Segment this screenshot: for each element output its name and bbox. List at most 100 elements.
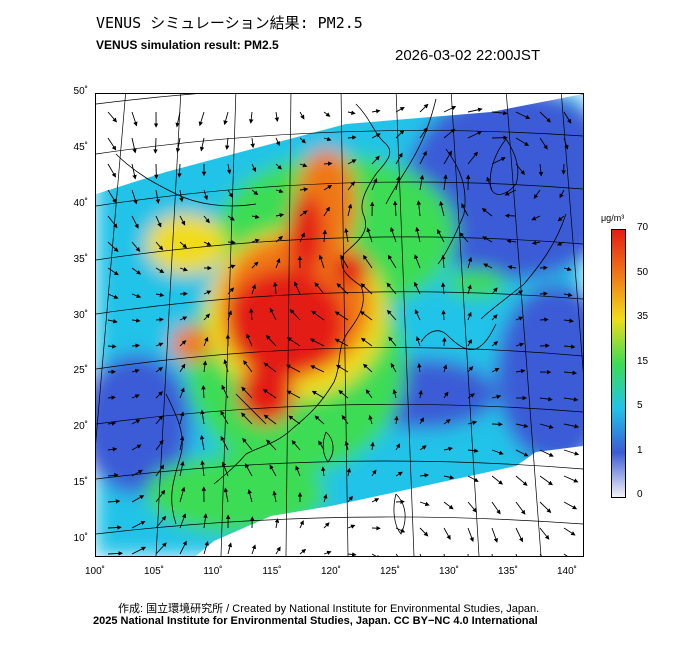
wind-arrow xyxy=(299,520,304,529)
lon-tick-label: 130˚ xyxy=(438,566,459,577)
wind-arrow xyxy=(203,540,209,555)
wind-arrow xyxy=(414,281,421,295)
wind-arrow xyxy=(491,553,493,556)
wind-arrow xyxy=(347,552,357,556)
pm25-map xyxy=(95,93,584,557)
wind-arrow xyxy=(323,136,332,142)
wind-arrow xyxy=(563,370,577,376)
wind-arrow xyxy=(365,389,373,399)
wind-arrow xyxy=(314,415,325,425)
wind-arrow xyxy=(251,261,259,269)
wind-arrow xyxy=(360,337,373,347)
wind-arrow xyxy=(531,240,541,245)
wind-arrow xyxy=(467,475,479,482)
wind-arrow xyxy=(334,338,349,347)
wind-arrow xyxy=(155,241,164,251)
wind-arrow xyxy=(344,228,349,243)
wind-arrow xyxy=(338,390,349,399)
wind-arrow xyxy=(395,175,401,191)
wind-arrow xyxy=(203,189,208,201)
wind-arrow xyxy=(467,256,473,269)
wind-arrow xyxy=(269,464,277,477)
wind-arrow xyxy=(539,317,549,322)
wind-arrow xyxy=(504,189,517,196)
wind-arrow xyxy=(443,174,448,191)
wind-arrow xyxy=(563,344,576,349)
wind-arrow xyxy=(107,293,119,299)
wind-arrow xyxy=(371,553,381,556)
wind-arrow xyxy=(515,163,525,175)
wind-arrow xyxy=(418,389,423,399)
wind-arrow xyxy=(246,333,253,347)
wind-arrow xyxy=(443,128,456,139)
wind-arrow xyxy=(491,394,502,399)
wind-arrow xyxy=(131,495,145,503)
wind-arrow xyxy=(359,310,373,321)
wind-arrow xyxy=(107,189,117,204)
wind-arrow xyxy=(227,189,233,198)
wind-arrow xyxy=(221,384,229,399)
colorbar-tick-label: 5 xyxy=(637,400,643,411)
wind-arrow xyxy=(347,495,353,503)
lon-tick-label: 135˚ xyxy=(497,566,518,577)
wind-arrow xyxy=(179,267,188,272)
wind-arrow xyxy=(131,444,142,451)
wind-arrow xyxy=(563,553,568,556)
wind-arrow xyxy=(275,235,283,243)
wind-arrow xyxy=(155,391,163,399)
wind-arrow xyxy=(443,391,449,399)
lon-tick-label: 105˚ xyxy=(143,566,164,577)
wind-arrow xyxy=(439,200,445,217)
wind-arrow xyxy=(289,309,301,321)
wind-arrow xyxy=(491,368,500,373)
wind-arrow xyxy=(179,363,186,373)
wind-arrow xyxy=(419,174,425,191)
wind-arrow xyxy=(291,440,301,451)
wind-arrow xyxy=(263,362,277,373)
wind-arrow xyxy=(131,520,146,529)
wind-arrow xyxy=(275,163,282,170)
wind-arrow xyxy=(563,318,574,323)
lat-tick-label: 20˚ xyxy=(73,421,88,433)
wind-arrow xyxy=(467,311,472,321)
wind-arrow xyxy=(394,415,399,425)
wind-arrow xyxy=(288,415,301,425)
wind-arrow xyxy=(286,364,301,373)
map-canvas xyxy=(96,94,583,556)
wind-arrow xyxy=(440,254,446,269)
wind-arrow xyxy=(251,214,260,219)
wind-arrow xyxy=(202,360,208,373)
wind-arrow xyxy=(482,236,493,243)
wind-arrow xyxy=(299,162,308,168)
wind-arrow xyxy=(368,414,373,425)
wind-arrow xyxy=(459,232,469,243)
wind-arrow xyxy=(347,159,357,165)
wind-arrow xyxy=(467,527,474,543)
wind-arrow xyxy=(563,475,579,483)
wind-arrow xyxy=(515,553,518,556)
wind-arrow xyxy=(467,284,472,295)
wind-arrow xyxy=(539,501,552,514)
wind-arrow xyxy=(323,522,330,529)
wind-arrow xyxy=(223,487,229,503)
wind-arrow xyxy=(515,111,531,119)
wind-arrow xyxy=(443,553,445,556)
wind-arrow xyxy=(131,241,141,252)
wind-arrow xyxy=(419,417,424,425)
wind-arrow xyxy=(227,310,232,321)
credit-line-2: 2025 National Institute for Environmenta… xyxy=(93,615,538,627)
wind-arrow xyxy=(414,254,421,269)
wind-arrow xyxy=(199,137,205,152)
wind-arrow xyxy=(467,131,483,139)
wind-arrow xyxy=(491,287,498,295)
lat-tick-label: 50˚ xyxy=(73,86,88,97)
wind-arrow xyxy=(443,150,452,165)
wind-arrow xyxy=(227,215,235,221)
wind-arrow xyxy=(395,553,399,556)
wind-arrow xyxy=(371,469,377,477)
wind-arrow xyxy=(294,281,301,295)
wind-arrow xyxy=(107,241,119,252)
colorbar-tick-label: 15 xyxy=(637,355,649,367)
wind-arrow xyxy=(249,308,254,321)
colorbar-tick-label: 1 xyxy=(637,444,643,456)
